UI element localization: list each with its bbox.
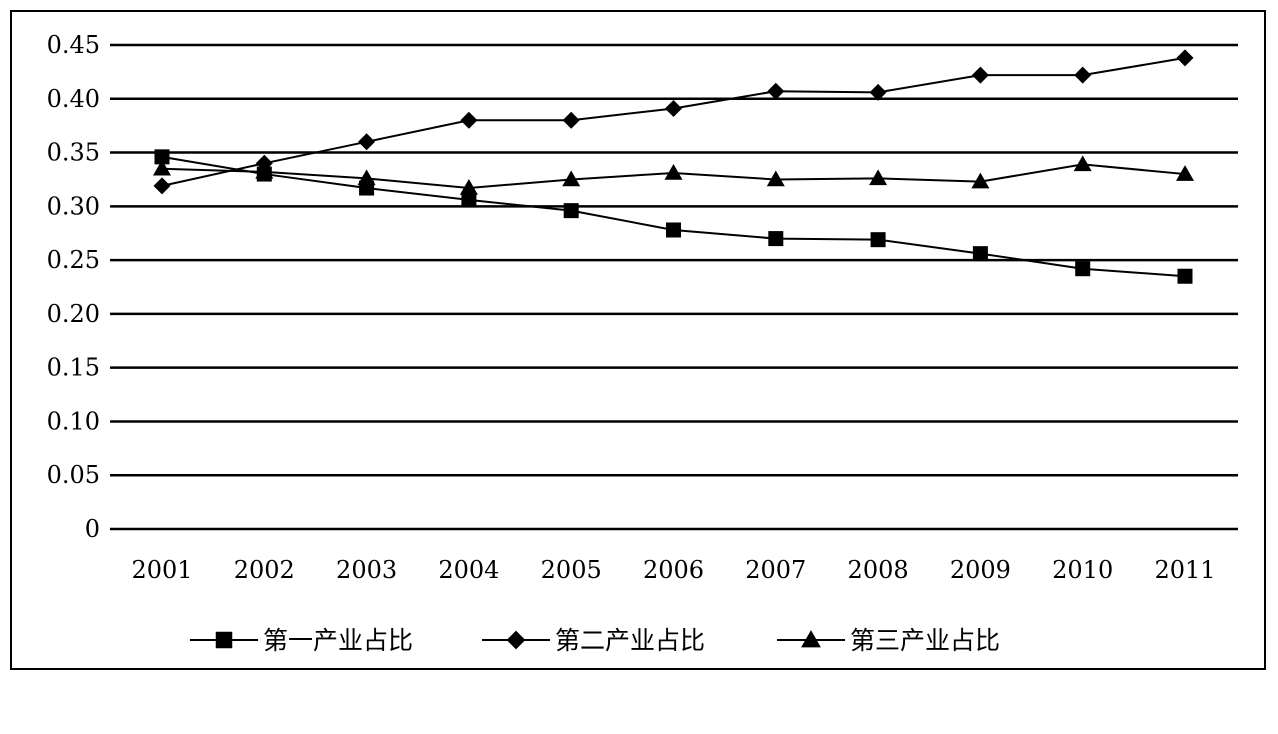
series-3-point — [1176, 165, 1194, 181]
series-2-point — [767, 82, 785, 100]
x-tick-label: 2001 — [131, 556, 192, 584]
series-1-point — [461, 192, 477, 208]
x-tick-label: 2005 — [541, 556, 602, 584]
series-3-point — [459, 179, 478, 195]
chart-frame: 0 0.05 0.10 0.15 0.20 0.25 0.30 0.35 0.40 0.45 20… — [10, 10, 1266, 670]
series-3-point — [357, 169, 376, 186]
series-2-point — [971, 66, 989, 84]
line-chart: 0 0.05 0.10 0.15 0.20 0.25 0.30 0.35 0.40 0.45 20… — [47, 31, 1238, 655]
series-2-point — [1176, 49, 1194, 67]
series-3-point — [971, 172, 990, 189]
series-1-point — [1177, 268, 1193, 284]
series-1-point — [972, 246, 988, 262]
series-1-point — [666, 222, 681, 238]
series-2-point — [153, 177, 171, 195]
series-2-point — [1074, 66, 1092, 84]
legend-label: 第二产业占比 — [555, 626, 705, 655]
x-tick-label: 2011 — [1154, 556, 1215, 584]
series-2-point — [665, 99, 682, 117]
y-tick-label: 0.15 — [47, 354, 100, 382]
series-2 — [153, 49, 1194, 195]
x-tick-label: 2006 — [643, 556, 704, 584]
y-tick-label: 0.25 — [47, 246, 100, 274]
series-3-point — [255, 162, 274, 179]
legend-marker — [215, 631, 233, 649]
series-2-point — [460, 111, 478, 129]
y-tick-label: 0.10 — [47, 407, 100, 435]
series-3 — [153, 155, 1194, 195]
y-tick-label: 0.20 — [47, 300, 100, 328]
x-tick-label: 2008 — [848, 556, 909, 584]
series-1-point — [768, 231, 784, 247]
series-2-point — [869, 83, 887, 101]
legend-marker — [506, 630, 526, 650]
y-axis-ticks: 0 0.05 0.10 0.15 0.20 0.25 0.30 0.35 0.40 0.45 — [47, 31, 100, 543]
legend-marker — [801, 630, 821, 648]
series-2-point — [562, 111, 580, 129]
series-3-point — [562, 170, 581, 187]
x-tick-label: 2010 — [1052, 556, 1113, 584]
x-tick-label: 2009 — [950, 556, 1011, 584]
y-tick-label: 0.35 — [47, 139, 100, 167]
legend: 第一产业占比 第二产业占比 第三产业占比 — [190, 626, 1000, 655]
series-3-point — [869, 169, 888, 186]
series-3-point — [1073, 155, 1092, 172]
series-3-point — [664, 163, 683, 180]
x-axis-ticks: 2001 2002 2003 2004 2005 2006 2007 2008 2009 2010… — [131, 556, 1215, 584]
y-tick-label: 0.40 — [47, 85, 100, 113]
series-3-point — [153, 159, 171, 176]
y-tick-label: 0.05 — [47, 461, 100, 489]
series-1-point — [154, 149, 170, 165]
x-tick-label: 2004 — [438, 556, 499, 584]
gridlines — [110, 43, 1238, 531]
series-group — [153, 49, 1194, 284]
legend-item-3: 第三产业占比 — [777, 626, 1000, 655]
y-tick-label: 0.30 — [47, 192, 100, 220]
legend-item-2: 第二产业占比 — [482, 626, 705, 655]
series-1-point — [870, 232, 886, 248]
series-1-point — [563, 203, 579, 219]
legend-label: 第一产业占比 — [263, 626, 413, 655]
y-tick-label: 0 — [85, 515, 100, 543]
x-tick-label: 2007 — [745, 556, 806, 584]
series-2-point — [358, 133, 376, 151]
series-1-point — [1075, 261, 1091, 277]
x-tick-label: 2002 — [234, 556, 295, 584]
y-tick-label: 0.45 — [47, 31, 100, 59]
series-3-point — [766, 170, 785, 187]
x-tick-label: 2003 — [336, 556, 397, 584]
legend-label: 第三产业占比 — [850, 626, 1000, 655]
legend-item-1: 第一产业占比 — [190, 626, 413, 655]
